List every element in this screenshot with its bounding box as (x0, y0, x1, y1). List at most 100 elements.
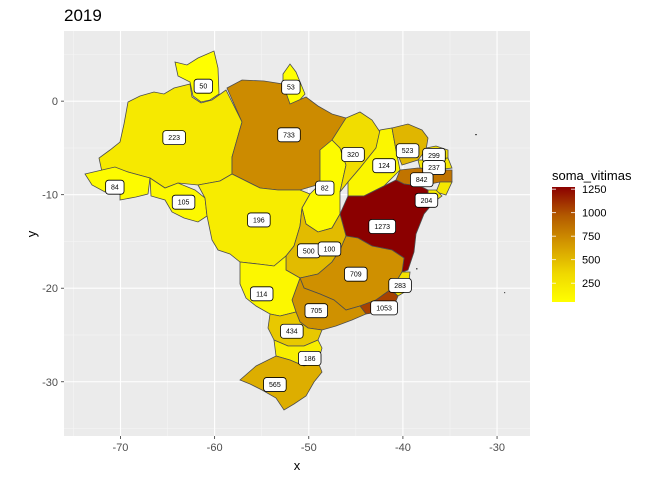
value-label-text: 434 (286, 329, 298, 336)
state-alagoas[interactable] (435, 181, 453, 196)
value-label-text: 500 (303, 248, 315, 255)
value-label-box (368, 219, 396, 234)
value-label: 84 (105, 179, 125, 195)
value-label: 204 (414, 192, 439, 208)
value-label-text: 565 (269, 382, 281, 389)
value-label-box (315, 180, 335, 196)
value-label-text: 705 (310, 308, 322, 315)
value-label-text: 299 (428, 153, 440, 160)
value-label-text: 709 (350, 272, 362, 279)
x-tick-label: -50 (301, 442, 317, 454)
value-label-box (372, 158, 396, 174)
value-label: 100 (317, 241, 342, 257)
value-label-box (193, 78, 213, 94)
value-label-box (410, 172, 434, 188)
x-tick-label: -60 (207, 442, 223, 454)
legend-tick-label: 1000 (582, 208, 606, 220)
value-label: 124 (372, 158, 396, 174)
value-label-text: 204 (421, 198, 433, 205)
y-axis-title: y (24, 230, 39, 237)
value-label: 842 (410, 172, 434, 188)
legend-tick-label: 1250 (582, 184, 606, 196)
value-label-box (304, 303, 328, 319)
value-label-text: 105 (178, 200, 190, 207)
value-label-box (388, 278, 412, 293)
value-label: 320 (341, 147, 365, 162)
x-axis-title: x (294, 458, 301, 473)
value-label-text: 733 (283, 132, 295, 139)
value-label-text: 196 (253, 217, 265, 224)
value-label: 186 (298, 350, 322, 366)
x-axis: -70 -60 -50 -40 -30 (113, 436, 505, 454)
y-tick-label: -30 (42, 377, 58, 389)
value-label: 196 (247, 212, 271, 228)
value-label-box (344, 266, 368, 282)
value-label: 1273 (368, 219, 396, 234)
value-label-box (395, 143, 420, 159)
value-label: 283 (388, 278, 412, 293)
value-label: 565 (263, 377, 287, 392)
value-label-box (422, 160, 446, 175)
value-label-text: 82 (321, 186, 329, 193)
color-legend: soma_vitimas 250 500 750 1000 1250 (552, 168, 632, 302)
value-label-text: 114 (256, 291, 267, 298)
value-label-text: 1053 (376, 305, 392, 312)
chart-title: 2019 (64, 6, 102, 25)
x-tick-label: -70 (113, 442, 129, 454)
legend-title: soma_vitimas (552, 168, 632, 183)
value-label: 105 (171, 194, 196, 210)
value-label-box (341, 147, 365, 162)
value-label-box (281, 79, 301, 95)
value-label: 709 (344, 266, 368, 282)
value-label-text: 53 (287, 85, 295, 92)
x-tick-label: -30 (489, 442, 505, 454)
value-label-box (317, 241, 342, 257)
value-label-box (298, 350, 322, 366)
value-label-text: 842 (416, 177, 428, 184)
value-label-box (105, 179, 125, 195)
value-label-text: 223 (168, 135, 180, 142)
value-label-text: 100 (324, 246, 336, 253)
value-label: 1053 (370, 300, 398, 316)
y-tick-label: 0 (52, 96, 58, 108)
value-label: 523 (395, 143, 420, 159)
offshore-islands (416, 134, 506, 294)
legend-tick-label: 250 (582, 278, 600, 290)
value-label: 223 (162, 130, 186, 146)
y-tick-label: -10 (42, 190, 58, 202)
value-label-box (414, 192, 439, 208)
value-label-text: 186 (304, 356, 316, 363)
y-tick-label: -20 (42, 283, 58, 295)
value-label-text: 237 (428, 165, 440, 172)
value-label-box (249, 286, 274, 302)
value-label-text: 523 (402, 148, 414, 155)
value-label: 500 (297, 243, 321, 259)
value-label-text: 320 (347, 152, 359, 159)
value-label-box (171, 194, 196, 210)
legend-colorbar (552, 187, 575, 302)
value-label: 434 (280, 323, 304, 339)
value-label-box (277, 127, 301, 143)
value-label-text: 84 (111, 185, 119, 192)
value-label-box (263, 377, 287, 392)
x-tick-label: -40 (395, 442, 411, 454)
value-label: 237 (422, 160, 446, 175)
value-label-box (370, 300, 398, 316)
value-label-text: 283 (394, 283, 406, 290)
value-label: 733 (277, 127, 301, 143)
legend-tick-label: 500 (582, 255, 600, 267)
value-label: 82 (315, 180, 335, 196)
value-label: 53 (281, 79, 301, 95)
legend-tick-label: 750 (582, 231, 600, 243)
value-label-text: 124 (378, 163, 390, 170)
value-label-text: 50 (199, 84, 207, 91)
value-label-box (162, 130, 186, 146)
y-axis: 0 -10 -20 -30 (42, 96, 64, 389)
value-label-text: 1273 (374, 224, 390, 231)
value-label: 50 (193, 78, 213, 94)
value-label: 705 (304, 303, 328, 319)
value-label: 114 (249, 286, 274, 302)
value-label-box (280, 323, 304, 339)
